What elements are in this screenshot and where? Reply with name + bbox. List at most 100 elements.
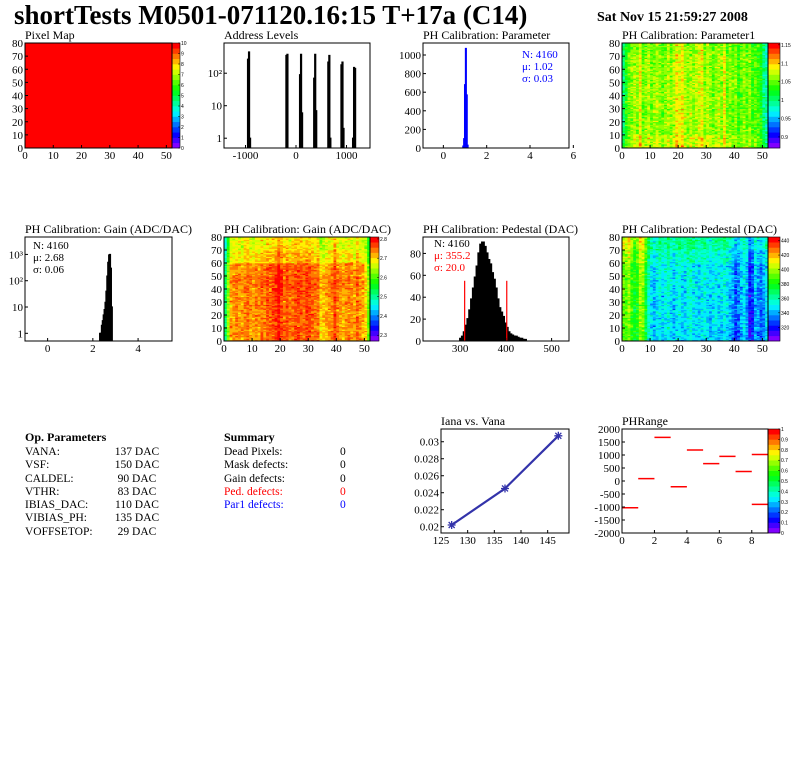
heatmap-cell bbox=[669, 87, 673, 90]
heatmap-cell bbox=[711, 133, 715, 136]
heatmap-cell bbox=[638, 56, 642, 58]
heatmap-cell bbox=[709, 85, 713, 87]
heatmap-cell bbox=[759, 85, 763, 87]
heatmap-cell bbox=[703, 67, 707, 70]
heatmap-cell bbox=[633, 66, 637, 69]
heatmap-cell bbox=[725, 82, 729, 84]
heatmap-cell bbox=[647, 86, 651, 88]
heatmap-cell bbox=[689, 138, 693, 141]
heatmap-cell bbox=[672, 128, 676, 130]
heatmap-cell bbox=[709, 120, 713, 123]
heatmap-cell bbox=[753, 46, 758, 49]
heatmap-cell bbox=[633, 128, 637, 130]
palette-band bbox=[768, 69, 780, 75]
heatmap-cell bbox=[644, 82, 648, 84]
heatmap-cell bbox=[742, 141, 746, 144]
heatmap-cell bbox=[709, 104, 713, 107]
heatmap-cell bbox=[692, 86, 696, 88]
heatmap-cell bbox=[232, 328, 236, 330]
heatmap-cell bbox=[644, 74, 648, 77]
heatmap-cell bbox=[706, 119, 710, 121]
heatmap-cell bbox=[641, 96, 645, 99]
heatmap-cell bbox=[680, 142, 685, 145]
palette-band bbox=[768, 58, 780, 65]
heatmap-cell bbox=[765, 137, 768, 140]
heatmap-cell bbox=[709, 58, 713, 61]
heatmap-cell bbox=[224, 302, 228, 304]
heatmap-cell bbox=[697, 145, 701, 147]
heatmap-cell bbox=[666, 140, 671, 142]
heatmap-cell bbox=[745, 79, 749, 82]
heatmap-cell bbox=[728, 83, 732, 86]
heatmap-cell bbox=[652, 66, 656, 69]
heatmap-cell bbox=[226, 253, 230, 256]
heatmap-cell bbox=[739, 60, 744, 62]
heatmap-cell bbox=[745, 85, 749, 87]
heatmap-cell bbox=[226, 318, 230, 321]
heatmap-cell bbox=[753, 71, 758, 74]
heatmap-cell bbox=[638, 75, 642, 78]
heatmap-cell bbox=[711, 128, 715, 130]
heatmap-cell bbox=[647, 141, 651, 144]
heatmap-cell bbox=[630, 104, 634, 107]
heatmap-cell bbox=[229, 252, 233, 255]
heatmap-cell bbox=[680, 95, 685, 98]
heatmap-cell bbox=[683, 146, 687, 148]
heatmap-cell bbox=[627, 73, 631, 75]
heatmap-cell bbox=[692, 109, 696, 112]
heatmap-cell bbox=[695, 56, 699, 58]
heatmap-cell bbox=[658, 103, 662, 105]
heatmap-cell bbox=[658, 49, 662, 52]
heatmap-cell bbox=[675, 86, 679, 88]
heatmap-cell bbox=[714, 78, 718, 81]
heatmap-cell bbox=[692, 145, 696, 147]
heatmap-cell bbox=[734, 130, 738, 133]
heatmap-cell bbox=[714, 125, 718, 128]
heatmap-cell bbox=[636, 115, 640, 117]
heatmap-cell bbox=[695, 109, 699, 112]
heatmap-cell bbox=[666, 115, 671, 117]
heatmap-cell bbox=[686, 141, 690, 144]
heatmap-cell bbox=[224, 339, 228, 341]
heatmap-cell bbox=[675, 108, 679, 111]
heatmap-cell bbox=[664, 141, 668, 144]
heatmap-cell bbox=[723, 62, 727, 65]
heatmap-cell bbox=[762, 136, 766, 138]
heatmap-cell bbox=[748, 130, 752, 133]
heatmap-cell bbox=[229, 264, 233, 266]
heatmap-cell bbox=[739, 103, 744, 105]
heatmap-cell bbox=[638, 104, 642, 107]
heatmap-cell bbox=[644, 146, 648, 148]
heatmap-cell bbox=[627, 132, 631, 134]
palette-band bbox=[768, 79, 780, 86]
heatmap-cell bbox=[689, 99, 693, 102]
heatmap-cell bbox=[652, 49, 656, 52]
heatmap-cell bbox=[655, 71, 659, 74]
heatmap-cell bbox=[751, 124, 755, 126]
heatmap-cell bbox=[748, 120, 752, 123]
heatmap-cell bbox=[666, 146, 671, 148]
heatmap-cell bbox=[664, 129, 668, 132]
heatmap-cell bbox=[672, 112, 676, 115]
heatmap-cell bbox=[664, 57, 668, 60]
heatmap-cell bbox=[717, 109, 721, 112]
heatmap-cell bbox=[737, 113, 741, 116]
heatmap-cell bbox=[672, 116, 676, 119]
heatmap-cell bbox=[232, 334, 236, 337]
heatmap-cell bbox=[700, 56, 704, 58]
heatmap-cell bbox=[695, 146, 699, 148]
heatmap-cell bbox=[630, 96, 634, 99]
heatmap-fill bbox=[25, 43, 172, 148]
heatmap-cell bbox=[711, 77, 715, 79]
heatmap-cell bbox=[700, 136, 704, 138]
y-tick-label: 80 bbox=[12, 38, 24, 50]
heatmap-cell bbox=[630, 61, 634, 63]
heatmap-cell bbox=[630, 43, 634, 45]
heatmap-cell bbox=[751, 81, 755, 83]
heatmap-cell bbox=[706, 56, 710, 58]
heatmap-cell bbox=[697, 77, 701, 79]
heatmap-cell bbox=[737, 140, 741, 142]
heatmap-cell bbox=[686, 103, 690, 105]
heatmap-cell bbox=[759, 71, 763, 74]
heatmap-cell bbox=[686, 134, 690, 137]
